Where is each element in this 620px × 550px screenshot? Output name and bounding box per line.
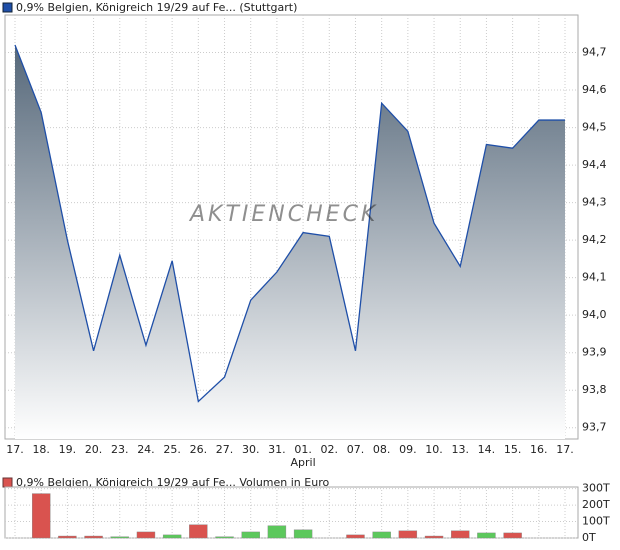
watermark: AKTIENCHECK <box>188 202 378 227</box>
y-tick-label: 94,3 <box>582 196 607 209</box>
y-tick-label: 300T <box>582 482 610 495</box>
y-tick-label: 93,7 <box>582 421 607 434</box>
x-tick-label: 25. <box>163 443 181 456</box>
volume-bar <box>503 532 522 539</box>
x-tick-label: 16. <box>530 443 548 456</box>
x-tick-label: 15. <box>504 443 522 456</box>
y-tick-label: 200T <box>582 498 610 511</box>
volume-bar <box>293 529 313 539</box>
x-tick-label: 02. <box>321 443 339 456</box>
volume-bar <box>477 532 496 539</box>
x-tick-label: 07. <box>347 443 365 456</box>
volume-bar <box>31 493 51 539</box>
volume-bar <box>189 524 208 539</box>
y-tick-label: 100T <box>582 515 610 528</box>
y-tick-label: 94,1 <box>582 271 607 284</box>
volume-bar <box>215 536 234 539</box>
volume-bar <box>136 531 156 539</box>
x-tick-label: 17. <box>6 443 24 456</box>
volume-bar <box>58 535 77 539</box>
volume-bar <box>398 530 418 539</box>
area-fill <box>15 45 565 439</box>
x-tick-label: 13. <box>451 443 469 456</box>
y-tick-label: 94,2 <box>582 233 607 246</box>
chart-title: 0,9% Belgien, Königreich 19/29 auf Fe...… <box>16 476 329 489</box>
x-tick-label: 18. <box>32 443 50 456</box>
x-tick-label: 10. <box>425 443 443 456</box>
x-tick-label: 14. <box>478 443 496 456</box>
y-tick-label: 93,9 <box>582 346 607 359</box>
volume-bar <box>267 525 287 539</box>
volume-bar <box>162 534 182 539</box>
y-tick-label: 94,0 <box>582 308 607 321</box>
x-tick-label: 19. <box>59 443 77 456</box>
chart-title: 0,9% Belgien, Königreich 19/29 auf Fe...… <box>16 1 297 14</box>
y-tick-label: 0T <box>582 531 596 544</box>
x-tick-label: 31. <box>268 443 286 456</box>
volume-bar <box>346 534 365 539</box>
x-tick-label: 08. <box>373 443 391 456</box>
x-tick-label: 27. <box>216 443 234 456</box>
plot-frame <box>4 486 579 539</box>
x-tick-label: 20. <box>85 443 103 456</box>
y-tick-label: 94,7 <box>582 46 607 59</box>
y-tick-label: 93,8 <box>582 383 607 396</box>
volume-bar <box>451 530 470 539</box>
x-tick-label: 23. <box>111 443 129 456</box>
volume-bar <box>84 535 103 539</box>
legend-swatch <box>2 477 13 488</box>
x-tick-label: 17. <box>556 443 574 456</box>
volume-bar <box>110 536 129 539</box>
x-tick-label: 30. <box>242 443 260 456</box>
x-tick-label: 01. <box>294 443 312 456</box>
volume-bar <box>424 535 444 539</box>
y-tick-label: 94,5 <box>582 121 607 134</box>
x-tick-label: 24. <box>137 443 155 456</box>
y-tick-label: 94,6 <box>582 83 607 96</box>
y-tick-label: 94,4 <box>582 158 607 171</box>
x-tick-label: 09. <box>399 443 417 456</box>
x-tick-label: 26. <box>190 443 208 456</box>
volume-bar <box>372 531 391 539</box>
legend-swatch <box>2 2 13 13</box>
price-line <box>14 44 565 403</box>
volume-bar <box>241 531 260 539</box>
x-month-label: April <box>291 456 316 469</box>
